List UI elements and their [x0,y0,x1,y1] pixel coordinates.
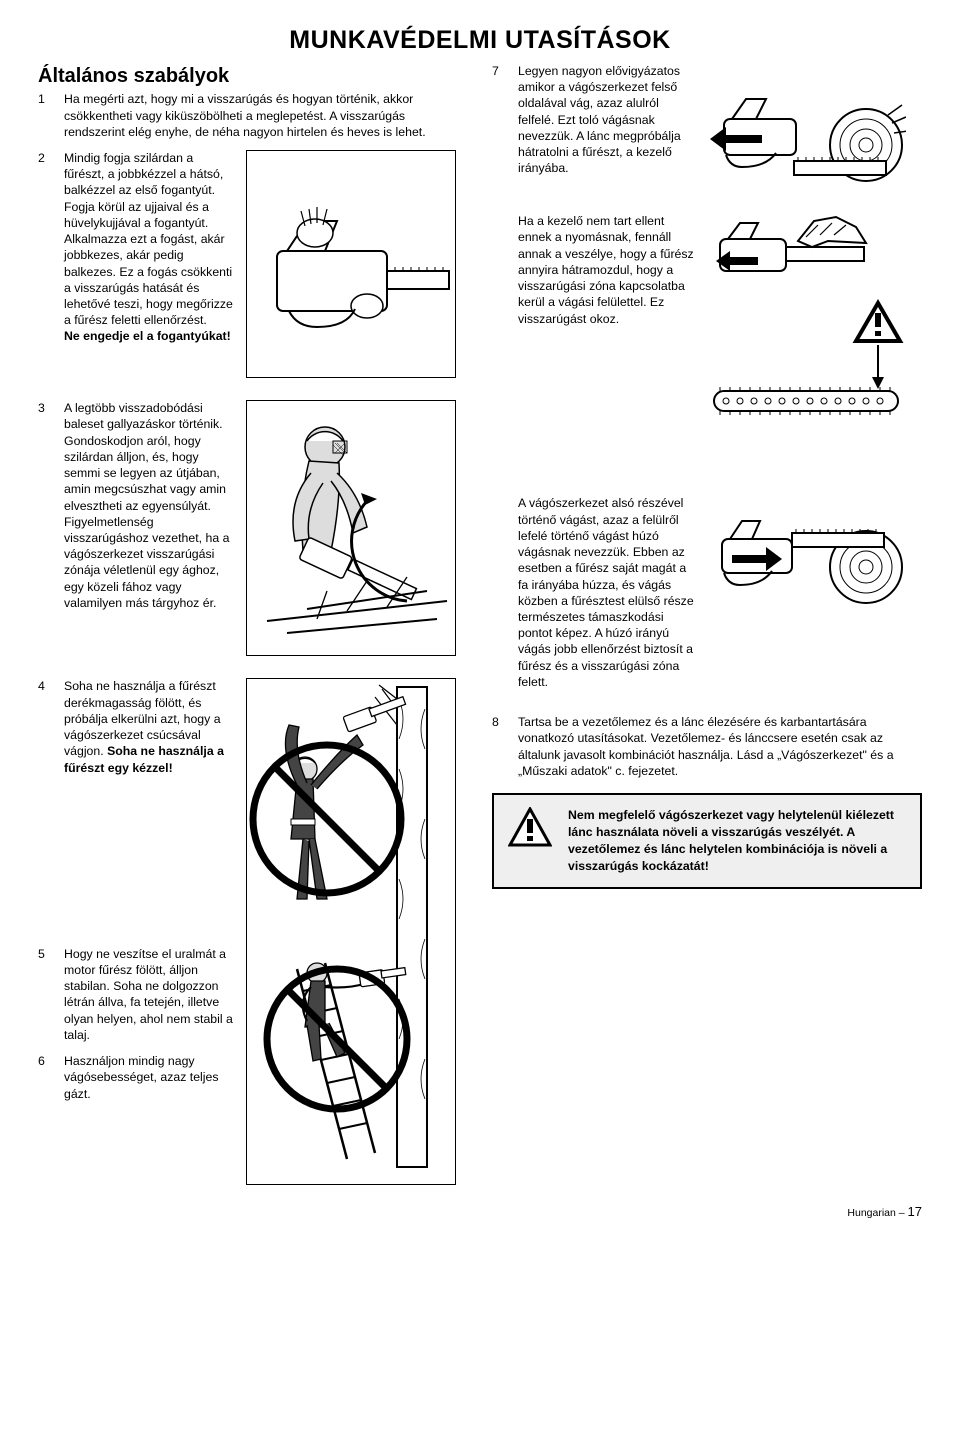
rule-text: Ha a kezelő nem tart ellent ennek a nyom… [518,213,694,327]
rule-text: Mindig fogja szilárdan a fűrészt, a jobb… [64,150,234,328]
rule-number-empty [492,495,508,690]
rule-6: 6 Használjon mindig nagy vágósebességet,… [38,1053,234,1102]
rules-4-5-6-block: 4 Soha ne használja a fűrészt derékmagas… [38,678,468,1184]
section-title: Általános szabályok [38,63,468,89]
rule-8: 8 Tartsa be a vezetőlemez és a lánc élez… [492,714,922,779]
main-title: MUNKAVÉDELMI UTASÍTÁSOK [38,24,922,57]
rule-number: 1 [38,91,54,140]
two-column-layout: Általános szabályok 1 Ha megérti azt, ho… [38,63,922,1185]
rule-7: 7 Legyen nagyon elővigyázatos amikor a v… [492,63,922,207]
rule-text-bold: Ne engedje el a fogantyúkat! [64,328,234,344]
right-column: 7 Legyen nagyon elővigyázatos amikor a v… [492,63,922,1185]
page-footer: Hungarian – 17 [38,1203,922,1221]
warning-text: Nem megfelelő vágószerkezet vagy helytel… [568,807,906,875]
rule-number: 2 [38,150,54,378]
rule-7c: A vágószerkezet alsó részével történő vá… [492,495,922,690]
rule-text: Használjon mindig nagy vágósebességet, a… [64,1053,234,1102]
rule-number: 8 [492,714,508,779]
footer-page-number: 17 [908,1204,922,1219]
rule-number: 6 [38,1053,54,1102]
figure-limbing [246,400,456,656]
figure-push-cut [706,63,906,207]
rule-text: Tartsa be a vezetőlemez és a lánc élezés… [518,714,922,779]
warning-icon [508,807,552,847]
rule-2: 2 Mindig fogja szilárdan a fűrészt, a jo… [38,150,468,378]
rule-number: 3 [38,400,54,656]
rule-number: 4 [38,678,54,775]
rule-text: Hogy ne veszítse el uralmát a motor fűré… [64,946,234,1043]
rule-number-empty [492,213,508,437]
rule-text: Legyen nagyon elővigyázatos amikor a vág… [518,63,694,177]
rule-4: 4 Soha ne használja a fűrészt derékmagas… [38,678,234,775]
figure-prohibition [246,678,456,1184]
figure-grip [246,150,456,378]
figure-kickback-zone [706,213,906,437]
warning-box: Nem megfelelő vágószerkezet vagy helytel… [492,793,922,889]
rule-number: 7 [492,63,508,207]
rule-3: 3 A legtöbb visszadobódási baleset gally… [38,400,468,656]
rule-1: 1 Ha megérti azt, hogy mi a visszarúgás … [38,91,468,140]
figure-pull-cut [706,495,906,629]
left-column: Általános szabályok 1 Ha megérti azt, ho… [38,63,468,1185]
rule-5: 5 Hogy ne veszítse el uralmát a motor fű… [38,946,234,1043]
rule-text: A vágószerkezet alsó részével történő vá… [518,495,694,690]
rule-text: A legtöbb visszadobódási baleset gallyaz… [64,400,234,611]
rule-7b: Ha a kezelő nem tart ellent ennek a nyom… [492,213,922,437]
rule-number: 5 [38,946,54,1043]
rule-text: Ha megérti azt, hogy mi a visszarúgás és… [64,91,468,140]
footer-lang: Hungarian [847,1207,895,1219]
